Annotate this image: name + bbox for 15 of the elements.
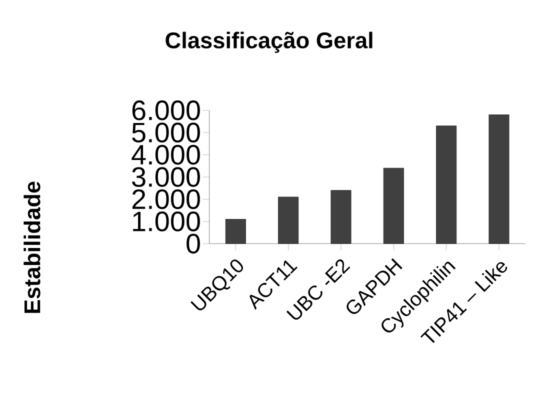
bar — [278, 196, 299, 244]
y-tick-label: 2.000 — [132, 189, 200, 210]
bar — [383, 168, 404, 244]
bar — [225, 218, 246, 244]
y-axis-title: Estabilidade — [24, 182, 40, 313]
y-tick-label: 5.000 — [132, 122, 200, 142]
y-tick-label: 1.000 — [133, 212, 200, 232]
y-tick-label: 3.000 — [132, 167, 200, 187]
bar — [330, 190, 352, 244]
y-tick-label: 6.000 — [132, 100, 200, 120]
chart-title: Classificação Geral — [166, 32, 372, 53]
y-tick-label: 4.000 — [132, 144, 200, 165]
y-tick-label: 0 — [186, 234, 200, 254]
bar — [436, 126, 457, 244]
bar — [488, 114, 510, 244]
